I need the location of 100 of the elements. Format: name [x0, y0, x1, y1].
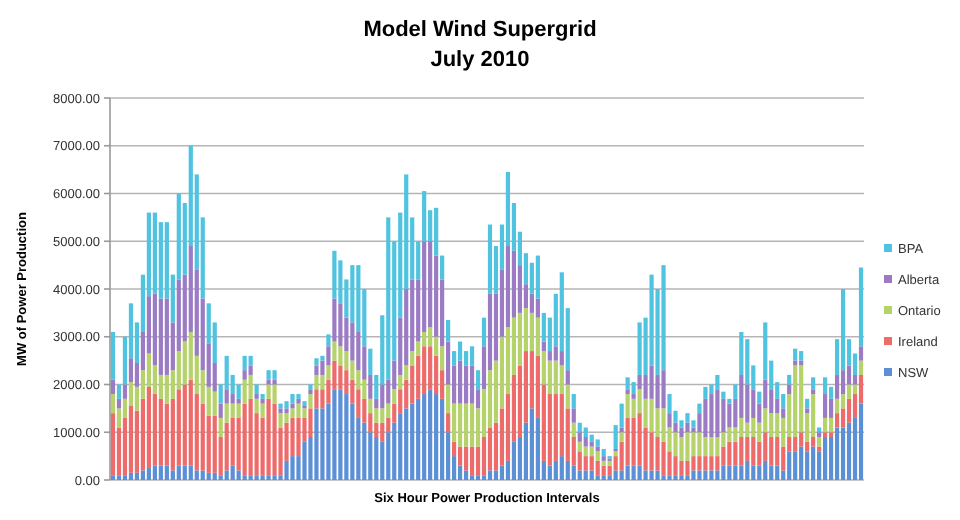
bar	[811, 437, 816, 447]
bar	[834, 413, 840, 428]
bar	[834, 427, 840, 480]
bar	[625, 377, 630, 390]
bar	[721, 446, 726, 466]
bar	[469, 446, 475, 476]
bar	[577, 432, 582, 442]
bar	[793, 451, 798, 480]
bar	[457, 446, 463, 466]
bar	[811, 377, 816, 390]
bar	[440, 255, 445, 280]
bar	[404, 408, 409, 480]
bar	[715, 437, 720, 457]
bar	[625, 394, 630, 418]
bar	[565, 460, 570, 480]
bar	[254, 384, 259, 395]
bar	[278, 403, 283, 409]
bar	[637, 322, 642, 375]
bar	[828, 398, 834, 418]
bar	[727, 403, 732, 428]
bar	[823, 437, 828, 480]
bar	[457, 403, 463, 447]
bar	[691, 420, 696, 428]
bar	[314, 374, 319, 390]
bar	[266, 379, 271, 385]
bar	[739, 437, 744, 466]
bar	[290, 408, 295, 418]
bar	[308, 408, 313, 438]
bar	[368, 348, 373, 375]
bar	[589, 446, 594, 457]
bar	[152, 212, 157, 294]
bar	[158, 298, 163, 375]
bar	[817, 432, 822, 438]
bar	[463, 403, 469, 447]
bar	[721, 391, 726, 399]
bar	[176, 465, 181, 480]
bar	[553, 360, 558, 395]
bar	[110, 413, 116, 476]
bar	[685, 432, 690, 461]
bar	[553, 346, 558, 361]
bar	[332, 298, 337, 342]
bar	[757, 465, 762, 480]
bar	[799, 432, 804, 447]
bar	[224, 470, 229, 480]
bar	[715, 389, 720, 438]
bar	[212, 391, 217, 416]
bar	[679, 437, 684, 461]
bar	[763, 460, 768, 480]
bar	[457, 341, 463, 361]
bar	[715, 374, 720, 390]
bar	[493, 470, 499, 480]
bar	[182, 384, 187, 466]
bar	[559, 394, 564, 457]
bar	[721, 465, 726, 480]
bar	[284, 413, 289, 423]
bar	[577, 470, 582, 480]
bar	[601, 460, 606, 466]
bar	[631, 417, 636, 466]
bar	[212, 415, 217, 473]
bar	[601, 448, 606, 457]
bar	[284, 401, 289, 409]
bar	[571, 465, 576, 480]
chart-subtitle: July 2010	[430, 48, 530, 72]
bar	[823, 432, 828, 438]
bar	[715, 470, 720, 480]
bar	[811, 394, 816, 438]
bar	[224, 389, 229, 404]
bar	[697, 432, 702, 457]
bar	[110, 379, 116, 395]
bar	[434, 207, 439, 256]
bar	[487, 470, 493, 480]
bar	[571, 422, 576, 438]
bar	[745, 437, 750, 461]
bar	[218, 403, 223, 418]
bar	[278, 413, 283, 428]
bar	[583, 470, 588, 480]
bar	[332, 389, 337, 480]
bar	[410, 403, 415, 480]
bar	[428, 389, 433, 480]
bar	[487, 427, 493, 471]
bar	[272, 370, 277, 380]
bar	[475, 370, 481, 390]
bar	[840, 289, 846, 371]
bar	[416, 398, 421, 480]
bar	[703, 437, 708, 457]
bar	[535, 255, 540, 299]
bar	[667, 413, 672, 428]
bar	[164, 374, 169, 404]
bar	[302, 441, 307, 480]
bar	[553, 394, 558, 461]
bar	[266, 384, 271, 399]
bar	[727, 427, 732, 442]
bar	[805, 451, 810, 480]
bar	[344, 394, 349, 480]
bar	[817, 437, 822, 447]
bar	[242, 370, 247, 380]
bar	[703, 456, 708, 471]
bar	[272, 379, 277, 385]
chart-title: Model Wind Supergrid	[363, 18, 597, 42]
bar	[661, 441, 666, 476]
